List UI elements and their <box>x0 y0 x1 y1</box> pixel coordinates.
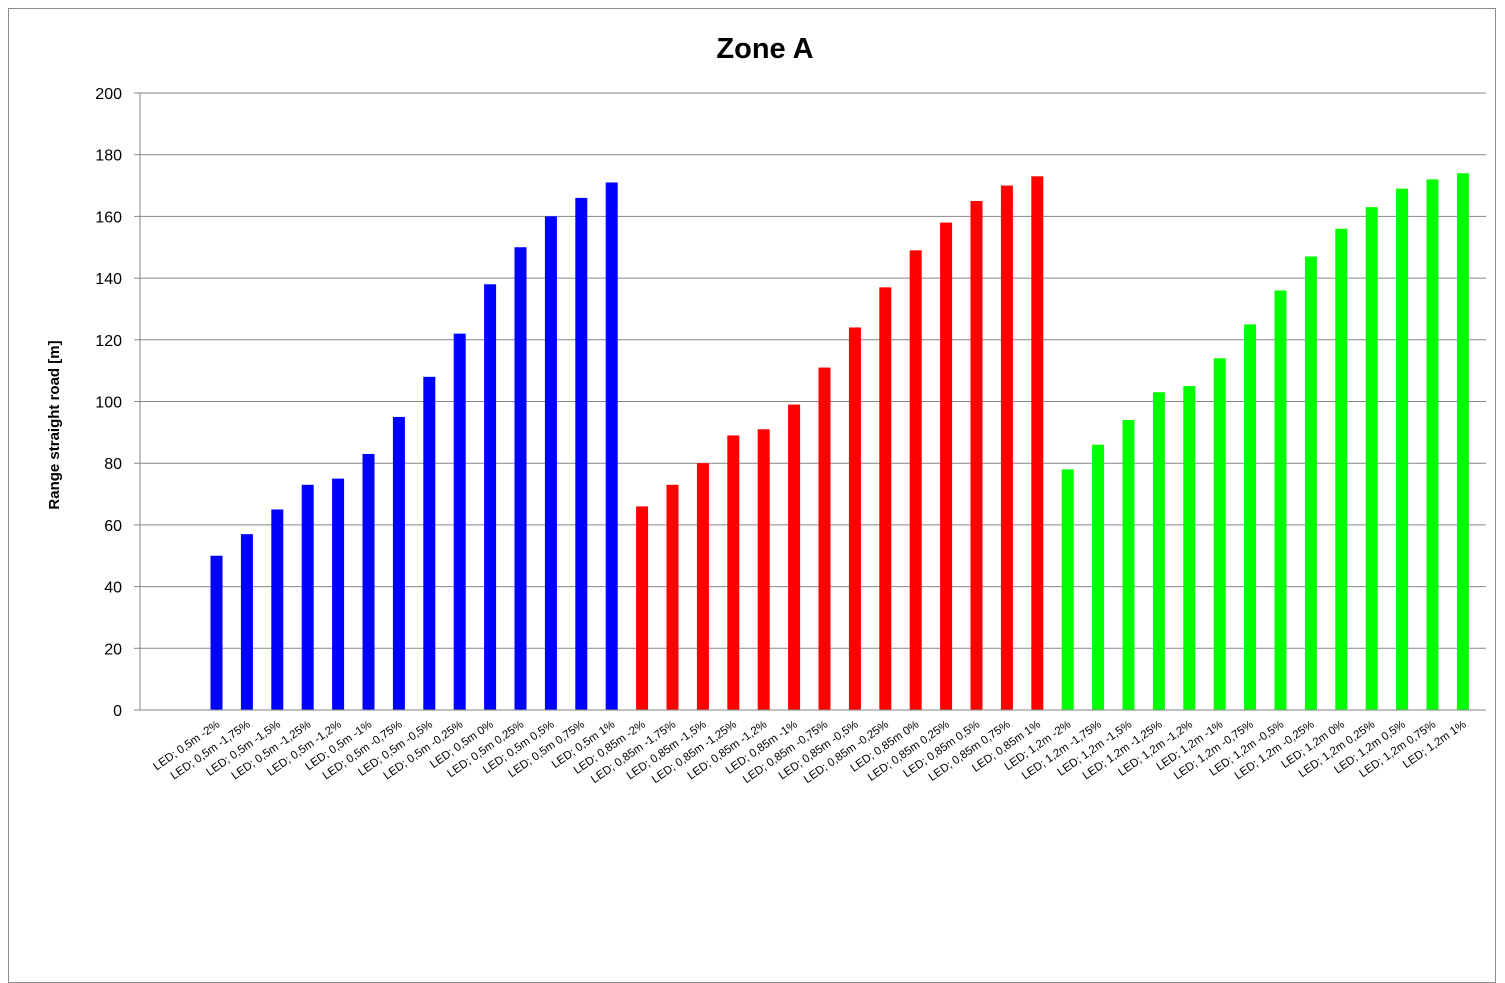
y-tick-label: 160 <box>95 209 122 226</box>
bar <box>666 484 679 710</box>
bar <box>909 250 922 710</box>
bar <box>301 484 314 710</box>
bar <box>210 555 223 710</box>
bar <box>1092 444 1105 710</box>
bar <box>1244 324 1257 710</box>
bar <box>636 506 649 710</box>
y-tick-label: 140 <box>95 271 122 288</box>
bar <box>1152 392 1165 710</box>
bar <box>788 404 801 710</box>
chart-title: Zone A <box>716 33 813 65</box>
bar <box>453 333 466 710</box>
y-axis-ticks: 0 20 40 60 80 100 120 140 160 180 200 <box>95 86 140 720</box>
bar <box>879 287 892 710</box>
bar <box>1396 188 1409 710</box>
bar <box>1061 469 1074 710</box>
bar <box>727 435 740 710</box>
bar <box>1304 256 1317 710</box>
bar <box>1183 386 1196 710</box>
bar <box>848 327 861 710</box>
bar <box>1335 228 1348 711</box>
axes <box>139 93 1486 711</box>
bar <box>940 222 953 710</box>
y-tick-label: 0 <box>113 703 122 720</box>
y-tick-label: 100 <box>95 395 122 412</box>
y-tick-label: 120 <box>95 333 122 350</box>
bar <box>818 367 831 710</box>
bars <box>210 173 1469 711</box>
x-axis-tick-labels: LED; 0,5m -2%LED; 0,5m -1,75%LED; 0,5m -… <box>151 719 1468 786</box>
bar <box>1000 185 1013 711</box>
y-axis-label: Range straight road [m] <box>46 340 63 509</box>
y-tick-label: 60 <box>104 518 122 535</box>
bar <box>757 429 770 710</box>
bar <box>1365 207 1378 710</box>
bar <box>1456 173 1469 710</box>
y-tick-label: 40 <box>104 580 122 597</box>
bar <box>484 284 497 710</box>
bar <box>970 200 983 710</box>
bar <box>271 509 284 710</box>
bar <box>1274 290 1287 710</box>
bar <box>696 463 709 710</box>
y-tick-label: 20 <box>104 641 122 658</box>
bar <box>575 197 588 710</box>
y-tick-label: 180 <box>95 148 122 165</box>
bar <box>1031 176 1044 711</box>
bar <box>392 416 405 710</box>
bar <box>1122 420 1135 710</box>
bar <box>514 247 527 710</box>
bar <box>423 376 436 710</box>
bar <box>605 182 618 711</box>
bar <box>240 534 253 710</box>
bar <box>362 453 375 710</box>
bar <box>544 216 557 710</box>
bar <box>332 478 345 710</box>
y-tick-label: 200 <box>95 86 122 103</box>
y-tick-label: 80 <box>104 456 122 473</box>
bar <box>1426 179 1439 710</box>
bar <box>1213 358 1226 710</box>
